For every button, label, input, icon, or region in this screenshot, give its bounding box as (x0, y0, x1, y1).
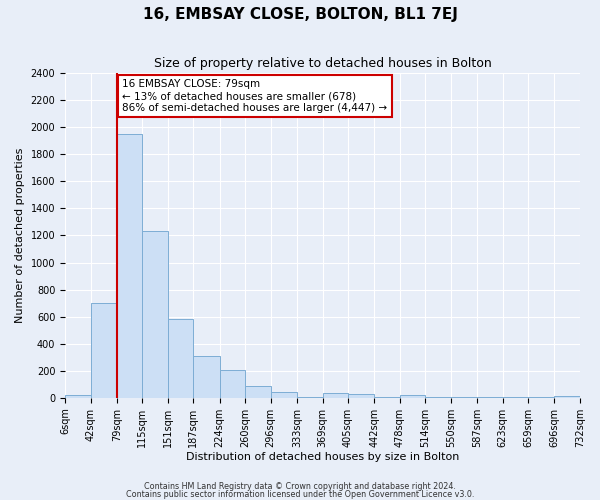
Bar (554, 396, 580, 398)
Bar (503, 397, 528, 398)
Text: Contains HM Land Registry data © Crown copyright and database right 2024.: Contains HM Land Registry data © Crown c… (144, 482, 456, 491)
Bar (193, 356, 220, 398)
Text: 16 EMBSAY CLOSE: 79sqm
← 13% of detached houses are smaller (678)
86% of semi-de: 16 EMBSAY CLOSE: 79sqm ← 13% of detached… (122, 80, 388, 112)
Bar (528, 397, 554, 398)
Text: 16, EMBSAY CLOSE, BOLTON, BL1 7EJ: 16, EMBSAY CLOSE, BOLTON, BL1 7EJ (143, 8, 457, 22)
Text: Contains public sector information licensed under the Open Government Licence v3: Contains public sector information licen… (126, 490, 474, 499)
Bar (220, 370, 245, 398)
Bar (91, 303, 117, 398)
Bar (374, 397, 400, 398)
Bar (400, 395, 425, 398)
Bar (142, 232, 168, 398)
Bar (477, 397, 503, 398)
Bar (348, 394, 374, 398)
Bar (451, 397, 477, 398)
X-axis label: Distribution of detached houses by size in Bolton: Distribution of detached houses by size … (186, 452, 459, 462)
Bar (323, 393, 348, 398)
Bar (425, 397, 451, 398)
Title: Size of property relative to detached houses in Bolton: Size of property relative to detached ho… (154, 58, 491, 70)
Y-axis label: Number of detached properties: Number of detached properties (15, 148, 25, 323)
Bar (168, 320, 193, 398)
Bar (271, 392, 297, 398)
Bar (297, 397, 323, 398)
Bar (117, 134, 142, 398)
Bar (245, 386, 271, 398)
Bar (65, 395, 91, 398)
